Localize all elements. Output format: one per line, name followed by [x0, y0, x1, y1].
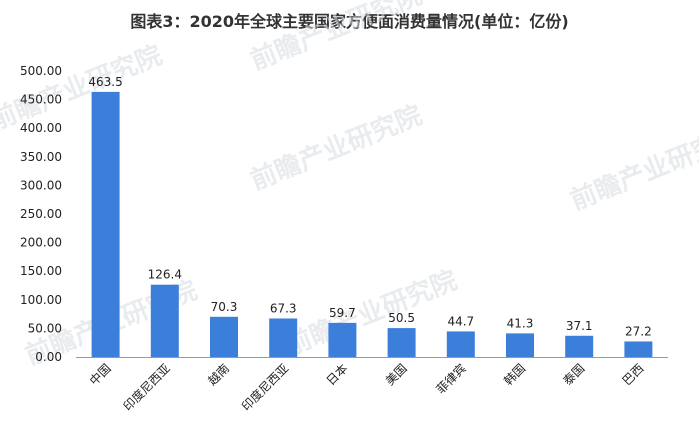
bar: [565, 335, 594, 357]
bar: [269, 318, 298, 357]
value-label: 70.3: [211, 300, 238, 314]
value-label: 50.5: [388, 311, 415, 325]
value-label: 463.5: [88, 75, 122, 89]
watermark-text: 前瞻产业研究院: [246, 0, 426, 76]
bar: [91, 91, 120, 358]
bar: [624, 341, 653, 357]
value-label: 27.2: [625, 324, 652, 338]
watermark-text: 前瞻产业研究院: [281, 265, 461, 362]
chart-title: 图表3：2020年全球主要国家方便面消费量情况(单位：亿份): [130, 12, 569, 31]
y-tick-label: 200.00: [20, 236, 62, 250]
x-tick-label: 菲律宾: [433, 361, 469, 397]
x-tick-label: 越南: [205, 361, 233, 389]
y-tick-label: 300.00: [20, 178, 62, 192]
y-axis: 0.00 50.00 100.00 150.00 200.00 250.00 300.00 3…: [20, 64, 62, 364]
x-axis: 中国 印度尼西亚 越南 印度尼西亚 日本 美国 菲律宾 韩国 泰国 巴西: [76, 357, 668, 414]
value-label: 59.7: [329, 306, 356, 320]
y-tick-label: 100.00: [20, 293, 62, 307]
y-tick-label: 0.00: [35, 350, 62, 364]
y-tick-label: 50.00: [28, 321, 62, 335]
y-tick-label: 450.00: [20, 93, 62, 107]
x-tick-label: 巴西: [620, 361, 647, 388]
x-tick-label: 韩国: [501, 361, 529, 389]
value-label: 67.3: [270, 302, 297, 316]
bar: [387, 328, 416, 357]
x-tick-label: 美国: [383, 361, 410, 388]
x-tick-label: 印度尼西亚: [120, 361, 173, 414]
x-tick-label: 印度尼西亚: [238, 361, 291, 414]
bar: [506, 333, 534, 357]
bar: [210, 316, 238, 357]
value-label: 37.1: [566, 319, 593, 333]
watermark-text: 前瞻产业研究院: [246, 100, 426, 197]
bars: 463.5 126.4 70.3 67.3 59.7 50.5 44.7 41.3 37.1 27…: [88, 75, 653, 358]
bar: [150, 284, 179, 357]
y-tick-label: 350.00: [20, 150, 62, 164]
y-tick-label: 150.00: [20, 264, 62, 278]
x-tick-label: 日本: [324, 361, 351, 388]
x-tick-label: 中国: [86, 361, 114, 389]
watermark-text: 前瞻产业研究院: [566, 120, 699, 217]
value-label: 126.4: [148, 268, 182, 282]
value-label: 44.7: [447, 314, 474, 328]
y-tick-label: 250.00: [20, 207, 62, 221]
y-tick-label: 500.00: [20, 64, 62, 78]
x-tick-label: 泰国: [560, 361, 587, 388]
bar: [446, 331, 475, 357]
value-label: 41.3: [507, 316, 534, 330]
y-tick-label: 400.00: [20, 121, 62, 135]
bar: [328, 322, 357, 357]
